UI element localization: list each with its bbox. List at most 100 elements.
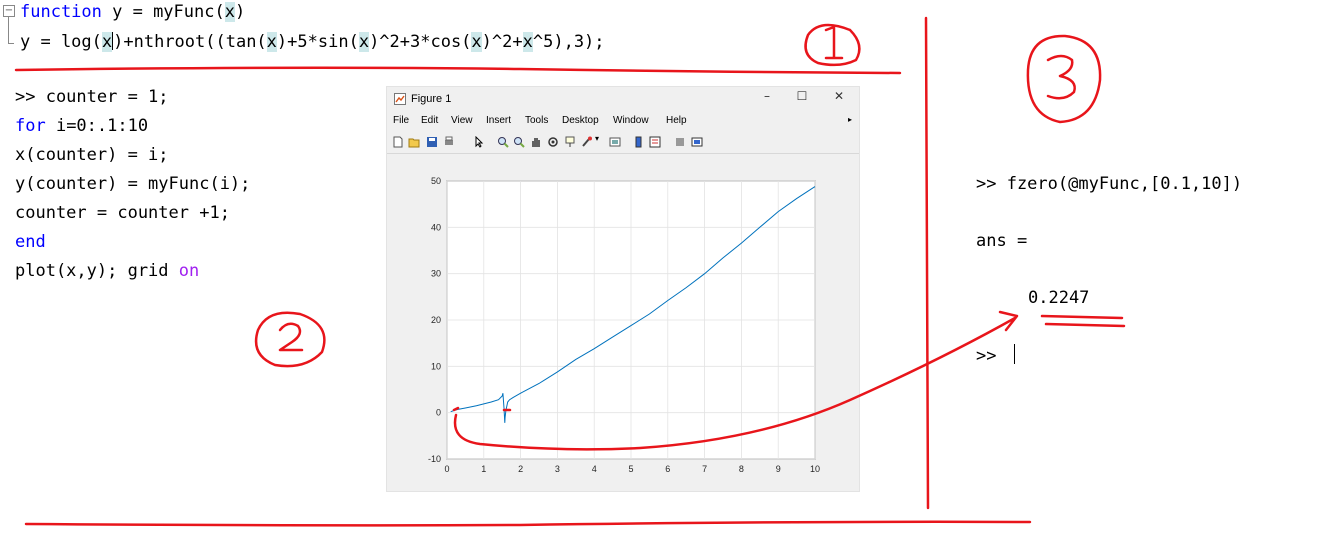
x-tick-label: 8	[739, 464, 744, 474]
new-file-icon[interactable]	[392, 136, 404, 148]
circle-3	[1026, 34, 1102, 124]
brush-dropdown-icon[interactable]: ▾	[595, 134, 600, 143]
underline-editor	[14, 66, 902, 75]
arrow-head	[998, 310, 1019, 332]
script-line-7: plot(x,y); grid on	[15, 261, 199, 281]
pan-icon[interactable]	[530, 136, 542, 148]
y-tick-label: 10	[431, 361, 441, 371]
highlighted-var: x	[224, 2, 235, 22]
figure-title: Figure 1	[411, 93, 452, 105]
save-icon[interactable]	[426, 136, 438, 148]
menu-help[interactable]: Help	[666, 115, 687, 126]
highlighted-var: x	[522, 32, 533, 52]
fold-toggle-icon[interactable]: −	[3, 5, 15, 17]
highlighted-var: x	[471, 32, 482, 52]
menu-desktop[interactable]: Desktop	[562, 115, 599, 126]
highlighted-var: x	[101, 32, 113, 52]
function-editor[interactable]: − function y = myFunc(x) y = log(x)+nthr…	[0, 0, 900, 65]
data-line	[450, 186, 816, 423]
rotate-icon[interactable]	[547, 136, 559, 148]
show-plot-tools-icon[interactable]	[691, 136, 703, 148]
x-tick-label: 4	[592, 464, 597, 474]
data-cursor-icon[interactable]	[564, 136, 576, 148]
vertical-divider-stroke	[924, 16, 930, 510]
menu-view[interactable]: View	[451, 115, 473, 126]
matlab-figure-icon	[394, 93, 406, 105]
highlighted-var: x	[358, 32, 370, 52]
menu-tools[interactable]: Tools	[525, 115, 549, 126]
x-tick-label: 9	[776, 464, 781, 474]
maximize-button[interactable]: ☐	[796, 89, 808, 103]
script-line-2: for i=0:.1:10	[15, 116, 148, 136]
hide-plot-tools-icon[interactable]	[674, 136, 686, 148]
script-line-5: counter = counter +1;	[15, 203, 230, 223]
highlighted-var: x	[266, 32, 277, 52]
minimize-button[interactable]: –	[764, 89, 770, 103]
menu-overflow-icon[interactable]: ▸	[848, 115, 853, 124]
ans-label: ans =	[976, 231, 1028, 251]
figure-toolbar: ▾	[387, 131, 859, 154]
print-icon[interactable]	[443, 136, 455, 148]
prompt-caret	[1014, 344, 1015, 364]
digit-2	[278, 322, 304, 352]
digit-1	[824, 25, 844, 60]
code-text: y = myFunc(	[101, 2, 225, 22]
y-tick-label: 50	[431, 176, 441, 186]
x-tick-label: 6	[665, 464, 670, 474]
figure-menubar: File Edit View Insert Tools Desktop Wind…	[387, 115, 859, 129]
menu-edit[interactable]: Edit	[421, 115, 439, 126]
keyword-on: on	[178, 261, 200, 281]
code-text: )^2+3*cos(	[369, 32, 472, 52]
brush-icon[interactable]	[581, 136, 593, 148]
fold-guide-end	[8, 43, 14, 44]
y-tick-label: 30	[431, 269, 441, 279]
x-tick-label: 2	[518, 464, 523, 474]
pointer-icon[interactable]	[473, 136, 485, 148]
ans-underline-2	[1044, 322, 1126, 328]
close-button[interactable]: ✕	[833, 89, 845, 103]
figure-window[interactable]: Figure 1 – ☐ ✕ File Edit View Insert Too…	[386, 86, 860, 492]
script-line-1: >> counter = 1;	[15, 87, 169, 107]
bottom-underline	[24, 520, 1032, 527]
menu-window[interactable]: Window	[613, 115, 649, 126]
keyword-end: end	[15, 232, 46, 252]
menu-insert[interactable]: Insert	[486, 115, 512, 126]
code-text: )^2+	[481, 32, 523, 52]
command-prompt[interactable]: >>	[976, 346, 997, 366]
keyword-function: function	[20, 2, 102, 22]
y-tick-label: 0	[436, 408, 441, 418]
ans-underline-1	[1040, 314, 1124, 320]
editor-line-1[interactable]: function y = myFunc(x)	[20, 2, 245, 22]
zoom-in-icon[interactable]	[497, 136, 509, 148]
x-tick-label: 10	[810, 464, 820, 474]
plot-area[interactable]: 0 1 2 3 4 5 6 7 8 9 10 -10 0 10 20 30 40 50	[387, 154, 859, 491]
menu-file[interactable]: File	[393, 115, 410, 126]
x-tick-label: 5	[628, 464, 633, 474]
code-text: y = log(	[20, 32, 102, 52]
x-tick-label: 0	[444, 464, 449, 474]
root-marks	[452, 406, 512, 412]
open-folder-icon[interactable]	[408, 136, 420, 148]
colorbar-icon[interactable]	[633, 136, 645, 148]
arrow-stroke	[453, 316, 1017, 451]
code-text: ^5),3);	[532, 32, 605, 52]
code-text: i=0:.1:10	[45, 116, 149, 136]
y-tick-label: 20	[431, 315, 441, 325]
zoom-out-icon[interactable]	[513, 136, 525, 148]
editor-line-2[interactable]: y = log(x)+nthroot((tan(x)+5*sin(x)^2+3*…	[20, 32, 605, 52]
code-text: plot(x,y); grid	[15, 261, 179, 281]
x-tick-label: 7	[702, 464, 707, 474]
code-text: )+5*sin(	[276, 32, 359, 52]
circle-1	[804, 23, 861, 67]
fold-guide	[8, 17, 9, 43]
script-line-3: x(counter) = i;	[15, 145, 169, 165]
text-caret	[112, 32, 114, 50]
keyword-for: for	[15, 116, 46, 136]
y-tick-label: -10	[428, 454, 441, 464]
script-line-6: end	[15, 232, 46, 252]
digit-3	[1046, 54, 1076, 100]
link-icon[interactable]	[609, 136, 621, 148]
legend-icon[interactable]	[649, 136, 661, 148]
